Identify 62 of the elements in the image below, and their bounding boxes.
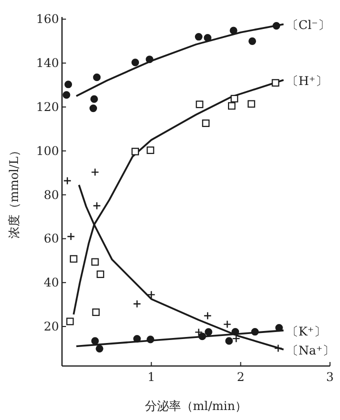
line-series [75, 23, 284, 97]
series-label: 〔K⁺〕 [286, 324, 326, 338]
point [89, 104, 98, 112]
y-tick-label: 100 [36, 144, 59, 158]
point [62, 91, 70, 99]
y-tick-label: 120 [36, 100, 59, 114]
point [93, 74, 101, 82]
y-tick-label: 140 [36, 56, 59, 70]
series-label: 〔H⁺〕 [286, 74, 328, 88]
point [70, 255, 78, 263]
point [146, 56, 154, 64]
x-tick-label: 1 [148, 370, 156, 384]
point [198, 332, 206, 340]
point [275, 324, 283, 332]
point [196, 100, 204, 108]
y-tick-label: 40 [44, 276, 59, 290]
point [202, 119, 210, 127]
point [230, 26, 238, 34]
point [204, 312, 212, 320]
point [92, 308, 100, 316]
point [133, 334, 141, 343]
y-tick-label: 60 [44, 232, 59, 246]
point [96, 270, 104, 278]
series-label: 〔Na⁺〕 [286, 344, 335, 358]
point [194, 32, 202, 41]
point [90, 168, 100, 176]
point [132, 148, 140, 156]
point [64, 80, 72, 88]
point [131, 58, 140, 66]
point [228, 102, 236, 110]
x-tick-label: 2 [236, 370, 244, 384]
point [66, 318, 74, 326]
x-tick-label: 3 [326, 370, 334, 384]
y-axis-title: 浓度（mmol/L） [7, 144, 21, 238]
point [204, 34, 212, 42]
point [132, 300, 142, 308]
point [147, 290, 156, 299]
x-axis-title: 分泌率（ml/min） [144, 399, 248, 413]
point [146, 336, 154, 344]
point [272, 22, 280, 30]
y-tick-label: 20 [44, 319, 59, 334]
point [90, 95, 98, 103]
point [66, 232, 76, 241]
point [225, 337, 233, 345]
series-label: 〔Cl⁻〕 [286, 18, 330, 32]
point [272, 79, 280, 87]
point [63, 176, 72, 185]
point [230, 94, 238, 102]
point [96, 344, 104, 352]
point [248, 100, 256, 108]
point [146, 146, 154, 154]
point [232, 328, 240, 336]
point [223, 320, 232, 328]
point [91, 337, 99, 345]
y-tick-label: 80 [44, 188, 59, 202]
y-tick-label: 160 [36, 12, 59, 26]
point [251, 328, 259, 336]
point [91, 258, 99, 266]
point [194, 328, 203, 336]
point [92, 202, 101, 210]
point [248, 37, 256, 45]
point [204, 328, 212, 336]
